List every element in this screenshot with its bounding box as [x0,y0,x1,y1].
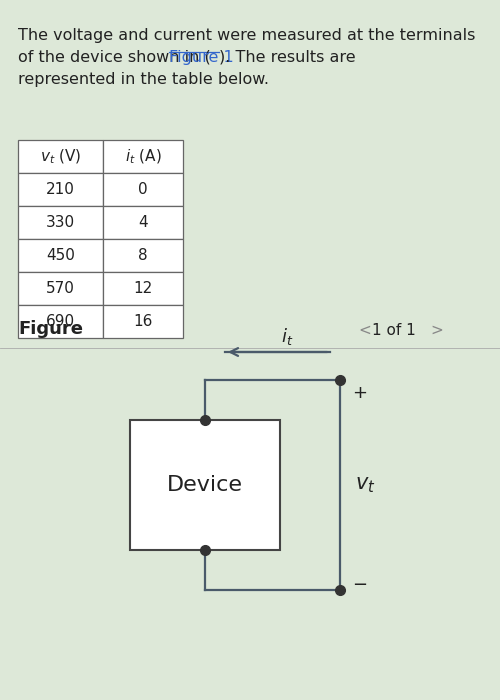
Text: >: > [430,323,443,338]
Text: Figure: Figure [18,320,83,338]
Text: 450: 450 [46,248,75,263]
Text: 0: 0 [138,182,148,197]
Text: 330: 330 [46,215,75,230]
Bar [18,206,103,239]
Text: 1 of 1: 1 of 1 [372,323,416,338]
Text: 210: 210 [46,182,75,197]
Bar [18,272,103,305]
Bar [18,239,103,272]
Text: 690: 690 [46,314,75,329]
Bar [103,206,183,239]
Text: Figure 1: Figure 1 [168,50,234,65]
Text: 16: 16 [134,314,152,329]
Text: 12: 12 [134,281,152,296]
Bar [103,239,183,272]
Bar [103,272,183,305]
Text: $v_t$ (V): $v_t$ (V) [40,147,81,166]
Text: $i_t$ (A): $i_t$ (A) [124,147,162,166]
Text: <: < [358,323,371,338]
Text: 4: 4 [138,215,148,230]
Text: represented in the table below.: represented in the table below. [18,72,269,87]
Bar [18,173,103,206]
Bar [18,305,103,338]
Text: Device: Device [167,475,243,495]
Bar [18,140,103,173]
Bar [103,305,183,338]
Text: ). The results are: ). The results are [219,50,356,65]
Text: 8: 8 [138,248,148,263]
Bar [103,173,183,206]
Bar [130,420,280,550]
Text: of the device shown in (: of the device shown in ( [18,50,211,65]
Text: The voltage and current were measured at the terminals: The voltage and current were measured at… [18,28,475,43]
Text: +: + [352,384,367,402]
Bar [103,140,183,173]
Text: 570: 570 [46,281,75,296]
Text: $v_t$: $v_t$ [355,475,376,495]
Text: $i_t$: $i_t$ [282,326,294,347]
Text: −: − [352,576,367,594]
